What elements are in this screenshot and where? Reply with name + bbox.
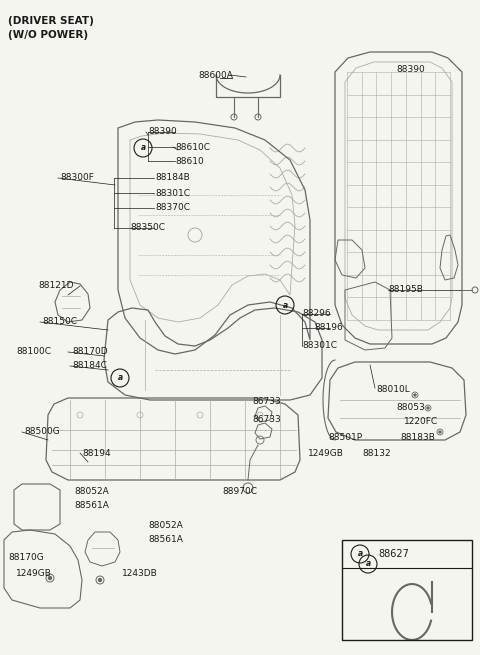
Text: 88501P: 88501P [328,434,362,443]
Text: 88500G: 88500G [24,428,60,436]
Circle shape [414,394,416,396]
Text: 88627: 88627 [378,549,409,559]
Text: 88194: 88194 [82,449,110,457]
Text: 88184B: 88184B [155,174,190,183]
Text: 88350C: 88350C [130,223,165,233]
Text: 88561A: 88561A [74,502,109,510]
Text: 86733: 86733 [252,398,281,407]
Text: 88301C: 88301C [302,341,337,350]
Text: a: a [118,373,122,383]
Text: 88150C: 88150C [42,318,77,326]
Text: 88196: 88196 [314,324,343,333]
Text: 88370C: 88370C [155,204,190,212]
Text: 86733: 86733 [252,415,281,424]
Text: 88561A: 88561A [148,536,183,544]
Text: 88100C: 88100C [16,348,51,356]
Text: a: a [282,301,288,310]
Text: 88183B: 88183B [400,434,435,443]
Text: 88170D: 88170D [72,348,108,356]
Text: (W/O POWER): (W/O POWER) [8,30,88,40]
Text: 88301C: 88301C [155,189,190,198]
Text: 88970C: 88970C [222,487,257,496]
Text: 88053: 88053 [396,403,425,411]
Text: 1249GB: 1249GB [16,569,52,578]
Text: 88132: 88132 [362,449,391,458]
Circle shape [98,578,101,582]
Text: a: a [141,143,145,153]
Text: 88052A: 88052A [74,487,109,496]
Text: 88300F: 88300F [60,174,94,183]
Circle shape [439,431,441,433]
Text: a: a [358,550,362,559]
Text: 88010L: 88010L [376,386,410,394]
Text: 88170G: 88170G [8,553,44,563]
Text: 88052A: 88052A [148,521,183,531]
Text: 88610: 88610 [175,157,204,166]
Circle shape [48,576,51,580]
Text: 88195B: 88195B [388,286,423,295]
Bar [342,540,472,640]
Text: 88390: 88390 [396,66,425,75]
Text: 1243DB: 1243DB [122,569,158,578]
Text: a: a [365,559,371,569]
Circle shape [427,407,429,409]
Text: 88121D: 88121D [38,282,73,291]
Text: 88610C: 88610C [175,143,210,151]
Text: 1249GB: 1249GB [308,449,344,458]
Text: 88296: 88296 [302,310,331,318]
Text: 88184C: 88184C [72,362,107,371]
Text: 88390: 88390 [148,128,177,136]
Text: 1220FC: 1220FC [404,417,438,426]
Text: 88600A: 88600A [198,71,233,79]
Text: (DRIVER SEAT): (DRIVER SEAT) [8,16,94,26]
